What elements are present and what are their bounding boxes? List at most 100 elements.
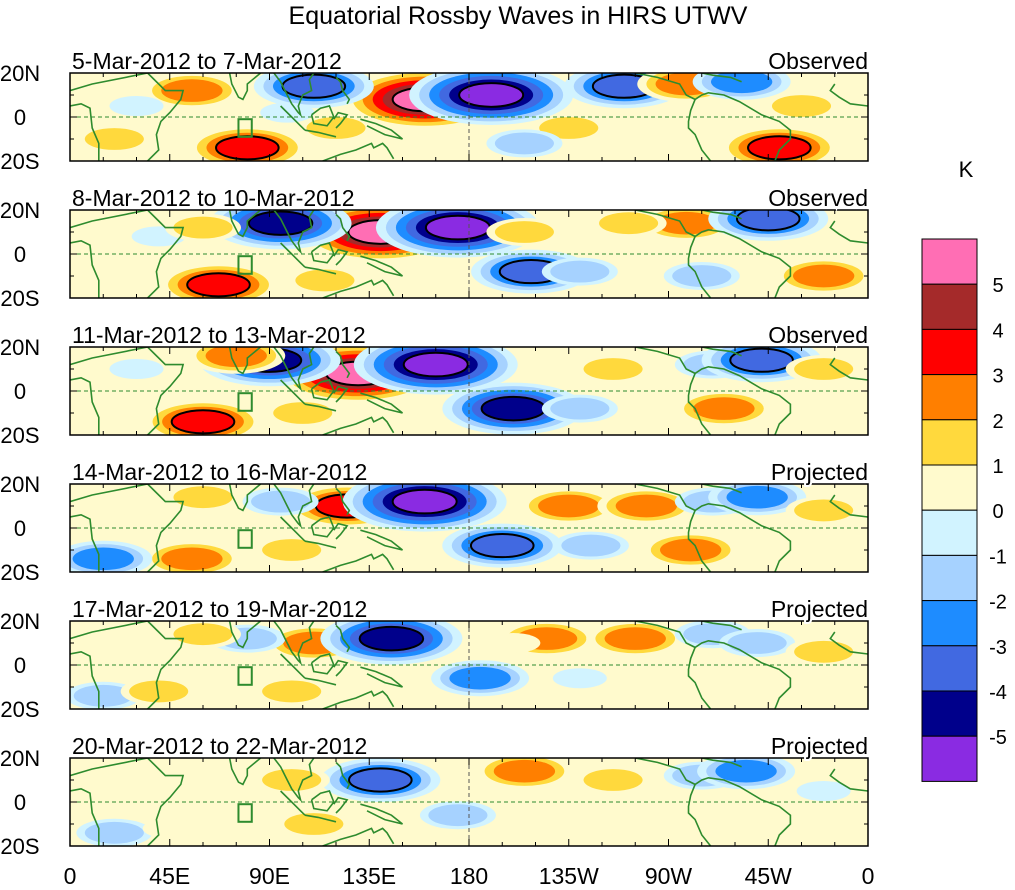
contour-line xyxy=(458,82,525,108)
x-label: 90E xyxy=(249,863,290,889)
coastline xyxy=(360,118,403,140)
coastline xyxy=(280,242,306,268)
contour-band xyxy=(449,666,511,690)
contour-band xyxy=(583,769,643,791)
contour-band xyxy=(109,359,164,379)
anomaly-blob-11 xyxy=(541,257,618,286)
coastline xyxy=(687,236,712,298)
contour-band xyxy=(727,632,787,654)
contour-line xyxy=(358,625,425,652)
panel-4: 20N 0 20S 14-Mar-2012 to 16-Mar-2012 Project… xyxy=(0,457,870,585)
colorbar-label: -3 xyxy=(989,637,1007,659)
anomaly-blob-10 xyxy=(142,818,197,839)
panel-2: 20N 0 20S 8-Mar-2012 to 10-Mar-2012 Observed xyxy=(0,183,870,311)
contour-line xyxy=(735,210,801,232)
anomaly-field xyxy=(76,73,840,161)
panel-status: Projected xyxy=(771,733,868,759)
panel-5: 20N 0 20S 17-Mar-2012 to 19-Mar-2012 Project… xyxy=(0,594,870,722)
coastline xyxy=(687,510,712,572)
x-label: 90W xyxy=(645,863,693,889)
coastline xyxy=(228,484,262,512)
anomaly-blob-2 xyxy=(320,621,463,665)
anomaly-blob-12 xyxy=(264,399,341,427)
contour-band xyxy=(794,640,854,663)
y-label: 20S xyxy=(0,834,39,859)
coastline xyxy=(701,347,742,357)
panel-dates: 17-Mar-2012 to 19-Mar-2012 xyxy=(72,596,367,622)
panel-status: Observed xyxy=(768,185,868,211)
contour-band xyxy=(403,352,468,377)
contour-band xyxy=(262,680,322,703)
anomaly-blob-8 xyxy=(275,810,352,838)
contour-band xyxy=(771,95,832,117)
coastline xyxy=(304,266,337,275)
x-label: 45W xyxy=(745,863,793,889)
contour-band xyxy=(726,485,788,509)
y-label: 0 xyxy=(14,242,26,267)
coastline xyxy=(273,484,315,529)
x-label: 0 xyxy=(862,863,875,889)
colorbar-label: 0 xyxy=(992,501,1003,523)
coastline xyxy=(273,621,315,666)
contour-band xyxy=(173,216,233,239)
y-label: 20N xyxy=(0,61,40,86)
y-label: 20N xyxy=(0,746,40,771)
contour-band xyxy=(295,269,355,292)
coastline xyxy=(333,385,349,403)
anomaly-blob-3 xyxy=(442,523,563,568)
contour-band xyxy=(262,539,322,561)
x-label: 135W xyxy=(539,863,599,889)
contour-band xyxy=(604,627,666,650)
coastline xyxy=(70,758,185,846)
anomaly-blob-10 xyxy=(486,218,563,246)
coastline xyxy=(322,279,395,298)
colorbar: K 5 4 3 2 1 0 -1 -2 -3 -4 -5 xyxy=(921,157,1007,782)
x-label: 0 xyxy=(64,863,77,889)
anomaly-blob-12 xyxy=(253,536,330,564)
contour-band xyxy=(205,347,267,368)
contour-band xyxy=(72,547,134,571)
coastline xyxy=(335,76,351,105)
anomaly-blob-14 xyxy=(785,637,862,666)
anomaly-blob-12 xyxy=(663,262,740,290)
coastline xyxy=(70,787,100,846)
coastline xyxy=(273,347,315,392)
colorbar-label: 2 xyxy=(992,411,1003,433)
coastline xyxy=(273,73,315,118)
x-label: 180 xyxy=(450,863,488,889)
contour-line xyxy=(402,351,469,378)
coastline xyxy=(635,210,792,298)
coastline xyxy=(687,99,712,161)
coastlines xyxy=(70,347,868,435)
contour-band xyxy=(481,396,546,421)
contour-band xyxy=(748,136,811,160)
coastlines xyxy=(70,484,868,572)
coastline xyxy=(310,242,335,264)
colorbar-box xyxy=(921,735,978,782)
contour-band xyxy=(251,490,311,513)
contour-band xyxy=(262,769,322,791)
contour-line xyxy=(469,533,535,559)
chart-title: Equatorial Rossby Waves in HIRS UTWV xyxy=(289,2,748,30)
contour-band xyxy=(173,486,233,509)
coastline xyxy=(701,484,742,494)
coastline xyxy=(335,213,351,242)
anomaly-blob-2 xyxy=(342,484,507,532)
anomaly-blob-15 xyxy=(785,496,862,525)
contour-line xyxy=(729,347,794,373)
contour-band xyxy=(425,215,490,240)
anomaly-blob-5 xyxy=(597,488,696,524)
panel-dates: 5-Mar-2012 to 7-Mar-2012 xyxy=(72,48,342,74)
anomaly-blob-11 xyxy=(752,818,807,839)
anomaly-blob-1 xyxy=(320,758,441,802)
coastline xyxy=(635,484,792,572)
anomaly-blob-15 xyxy=(165,213,241,242)
panel-status: Projected xyxy=(771,596,868,622)
contour-band xyxy=(187,273,250,297)
anomaly-blob-7 xyxy=(719,629,796,657)
contour-band xyxy=(599,212,659,235)
contour-band xyxy=(730,348,793,372)
panel-status: Projected xyxy=(771,459,868,485)
anomaly-blob-7 xyxy=(590,210,667,238)
